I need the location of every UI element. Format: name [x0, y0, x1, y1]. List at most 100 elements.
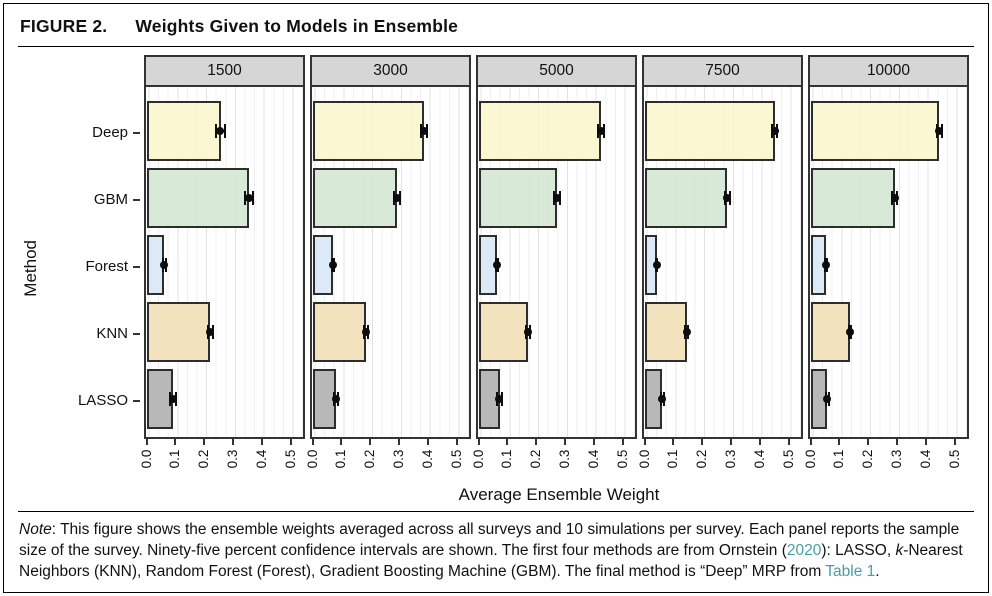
error-bar-gbm — [890, 190, 899, 205]
error-bar-knn — [524, 324, 532, 339]
error-capR — [728, 190, 731, 205]
bar-row-knn — [478, 298, 635, 365]
x-tick-mark — [895, 439, 898, 445]
category-label-lasso: LASSO — [77, 392, 128, 409]
x-tick-label: 0.2 — [196, 449, 212, 469]
note-text-segment: k — [895, 542, 904, 559]
error-capR — [825, 257, 828, 272]
facet-title-1500: 1500 — [146, 57, 303, 87]
y-axis-label-row-gbm: GBM — [44, 166, 140, 233]
facet-panel-3000: 3000 — [310, 55, 471, 439]
x-tick-label: 0.4 — [253, 449, 269, 469]
error-bar-knn — [206, 324, 215, 339]
y-tick-mark — [133, 198, 140, 201]
error-capR — [528, 324, 531, 339]
x-tick-mark — [563, 439, 566, 445]
facet-panel-1500: 1500 — [144, 55, 305, 439]
error-point — [823, 394, 832, 403]
error-capR — [332, 257, 335, 272]
bar-deep — [479, 100, 602, 161]
error-bar-forest — [329, 257, 338, 272]
x-tick-mark — [455, 439, 458, 445]
error-capR — [603, 123, 606, 138]
bar-deep — [313, 100, 424, 161]
error-bar-forest — [160, 257, 169, 272]
bar-row-lasso — [644, 365, 801, 432]
error-bar-lasso — [332, 391, 341, 406]
error-capR — [687, 324, 690, 339]
x-tick-label: 0.3 — [224, 449, 240, 469]
y-tick-mark — [133, 131, 140, 134]
x-axis-3000: 0.0 0.1 0.2 0.3 0.4 0.5 — [305, 439, 471, 485]
error-bar-deep — [935, 123, 944, 138]
error-capR — [662, 391, 665, 406]
x-tick-label: 0.2 — [694, 449, 710, 469]
figure-title: Weights Given to Models in Ensemble — [135, 16, 459, 36]
error-bar-forest — [492, 257, 501, 272]
figure-caption: FIGURE 2. Weights Given to Models in Ens… — [18, 16, 974, 37]
y-tick-mark — [133, 332, 140, 335]
x-tick-mark — [260, 439, 263, 445]
bar-gbm — [313, 167, 397, 228]
x-tick-label: 0.2 — [362, 449, 378, 469]
caption-divider — [18, 46, 974, 47]
error-capR — [496, 257, 499, 272]
error-point — [160, 260, 169, 269]
x-tick-mark — [867, 439, 870, 445]
category-label-gbm: GBM — [93, 191, 128, 208]
bar-row-deep — [312, 97, 469, 164]
error-point — [168, 394, 177, 403]
bar-row-gbm — [478, 164, 635, 231]
x-tick-mark — [701, 439, 704, 445]
error-bar-knn — [682, 324, 691, 339]
x-tick-label: 0.5 — [780, 449, 796, 469]
error-capR — [896, 190, 899, 205]
error-capR — [398, 190, 401, 205]
error-capR — [252, 190, 255, 205]
x-tick-mark — [506, 439, 509, 445]
bar-row-forest — [810, 231, 967, 298]
x-axis-1500: 0.0 0.1 0.2 0.3 0.4 0.5 — [139, 439, 305, 485]
bar-row-deep — [478, 97, 635, 164]
x-tick-label: 0.0 — [138, 449, 154, 469]
error-point — [495, 394, 504, 403]
error-point — [419, 126, 428, 135]
note-text-segment: ): LASSO, — [821, 542, 896, 559]
bar-row-lasso — [312, 365, 469, 432]
note-link[interactable]: Table 1 — [825, 563, 876, 580]
y-axis-label-row-deep: Deep — [44, 99, 140, 166]
ensemble-weights-chart: Method Deep GBM Forest KNN LASSO 1500 0.0 0.1 0… — [18, 55, 974, 485]
bar-row-forest — [478, 231, 635, 298]
error-capR — [940, 123, 943, 138]
bar-knn — [645, 301, 687, 362]
category-label-knn: KNN — [96, 325, 128, 342]
x-tick-mark — [289, 439, 292, 445]
bar-gbm — [147, 167, 250, 228]
bar-row-lasso — [810, 365, 967, 432]
figure-number: FIGURE 2. — [20, 16, 108, 36]
x-tick-label: 0.1 — [167, 449, 183, 469]
error-point — [658, 394, 667, 403]
x-tick-label: 0.4 — [585, 449, 601, 469]
x-tick-mark — [809, 439, 812, 445]
x-tick-label: 0.2 — [860, 449, 876, 469]
x-axis-title: Average Ensemble Weight — [458, 485, 660, 504]
error-capR — [164, 257, 167, 272]
error-bar-lasso — [168, 391, 177, 406]
y-tick-mark — [133, 399, 140, 402]
error-bar-forest — [822, 257, 831, 272]
x-tick-mark — [231, 439, 234, 445]
x-tick-label: 0.0 — [802, 449, 818, 469]
note-link[interactable]: 2020 — [786, 542, 822, 559]
error-capR — [827, 391, 830, 406]
x-tick-label: 0.1 — [499, 449, 515, 469]
note-text-segment: . — [875, 563, 880, 580]
x-tick-label: 0.4 — [419, 449, 435, 469]
facet-panel-5000: 5000 — [476, 55, 637, 439]
error-capR — [212, 324, 215, 339]
error-capR — [426, 123, 429, 138]
error-point — [597, 126, 606, 135]
error-bar-deep — [215, 123, 226, 138]
category-label-forest: Forest — [85, 258, 128, 275]
error-point — [682, 327, 691, 336]
